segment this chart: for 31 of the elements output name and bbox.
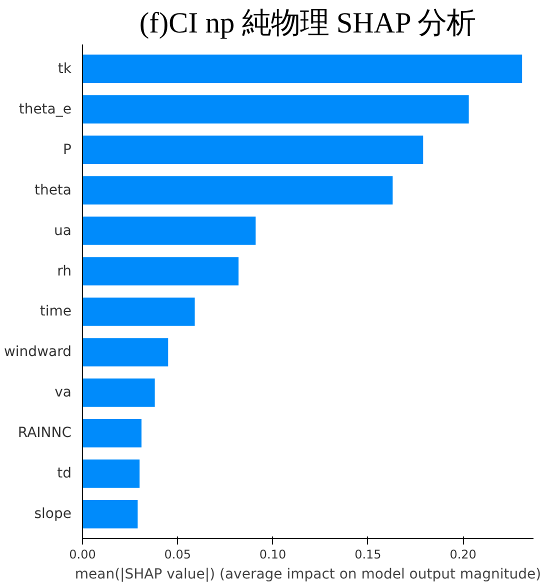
bar bbox=[82, 95, 469, 124]
bar bbox=[82, 500, 138, 528]
bar bbox=[82, 419, 142, 448]
bar bbox=[82, 216, 256, 245]
y-tick-label: td bbox=[57, 466, 72, 482]
x-tick-label: 0.05 bbox=[164, 548, 192, 562]
bar bbox=[82, 338, 168, 366]
y-tick-label: va bbox=[54, 384, 72, 401]
y-tick-label: windward bbox=[4, 344, 72, 360]
y-tick-label: slope bbox=[34, 506, 72, 522]
y-tick-label: time bbox=[40, 304, 72, 320]
y-tick-label: rh bbox=[57, 263, 72, 280]
x-axis-title: mean(|SHAP value|) (average impact on model output magnitude) bbox=[74, 566, 542, 582]
bar bbox=[82, 176, 393, 204]
x-tick-label: 0.10 bbox=[259, 548, 286, 562]
y-tick-label: ua bbox=[54, 222, 72, 239]
y-tick-label: tk bbox=[58, 60, 72, 77]
x-tick-label: 0.00 bbox=[69, 548, 96, 562]
y-tick-label: theta bbox=[34, 182, 72, 198]
x-tick-label: 0.15 bbox=[354, 548, 382, 562]
bar bbox=[82, 257, 239, 286]
bar bbox=[82, 460, 140, 488]
y-tick-label: theta_e bbox=[18, 101, 72, 118]
x-tick-label: 0.20 bbox=[450, 548, 476, 562]
bar bbox=[82, 298, 195, 326]
bar bbox=[82, 54, 522, 83]
bar bbox=[82, 378, 155, 407]
y-tick-label: RAINNC bbox=[18, 425, 72, 442]
bar bbox=[82, 136, 424, 164]
chart-title: (f)CI np 純物理 SHAP 分析 bbox=[139, 8, 476, 40]
y-tick-label: P bbox=[63, 142, 72, 158]
